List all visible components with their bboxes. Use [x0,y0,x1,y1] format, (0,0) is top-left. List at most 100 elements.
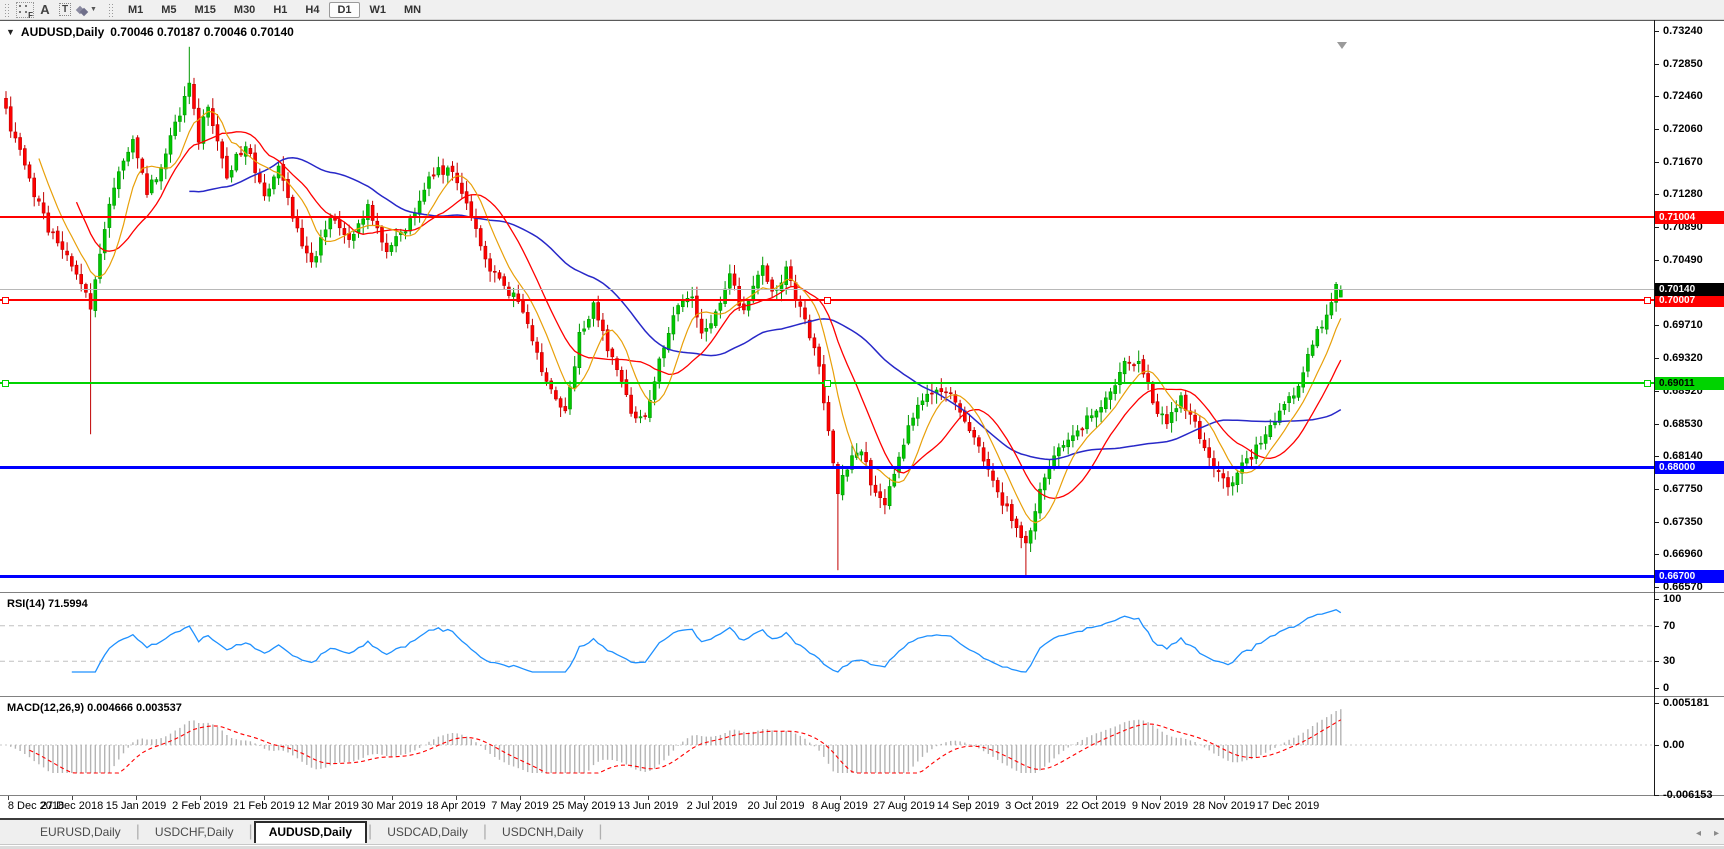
date-label: 2 Jul 2019 [686,800,738,812]
current-price-line [0,289,1654,290]
tab-scroll-left-icon[interactable]: ◂ [1696,828,1702,839]
date-label: 27 Aug 2019 [873,800,935,812]
chart-symbol: AUDUSD,Daily [20,25,105,39]
price-axis-label: 0.69320 [1663,352,1703,364]
rsi-axis-label: 70 [1663,620,1676,632]
date-tick [200,796,201,800]
chart-shift-marker[interactable] [1336,42,1347,49]
horizontal-line-0.68000[interactable] [0,466,1654,469]
line-handle[interactable] [2,297,9,304]
rsi-macd-separator[interactable] [0,696,1724,697]
date-label: 27 Dec 2018 [40,800,104,812]
price-axis-label: 0.70890 [1663,221,1703,233]
date-tick [904,796,905,800]
price-rsi-separator[interactable] [0,592,1724,593]
price-axis-label: 0.72060 [1663,123,1703,135]
price-axis-tick [1654,64,1659,65]
price-axis-tick [1654,194,1659,195]
macd-indicator-chart [0,709,1654,774]
date-tick [520,796,521,800]
date-tick [1224,796,1225,800]
text-tool-icon[interactable]: A [40,2,50,17]
horizontal-line-0.71004[interactable] [0,216,1654,218]
date-tick [968,796,969,800]
price-axis-tick [1654,554,1659,555]
timeframe-button-m30[interactable]: M30 [233,3,256,16]
timeframe-button-d1[interactable]: D1 [329,1,360,18]
rsi-axis-label: 30 [1663,655,1676,667]
date-tick [264,796,265,800]
price-axis-tick [1654,96,1659,97]
price-axis-line [1654,20,1655,796]
line-handle[interactable] [2,380,9,387]
price-axis-tick [1654,358,1659,359]
date-tick [8,796,9,800]
chart-window: ▼ AUDUSD,Daily 0.70046 0.70187 0.70046 0… [0,20,1724,818]
date-label: 13 Jun 2019 [617,800,679,812]
timeframe-button-mn[interactable]: MN [404,3,422,16]
date-label: 7 May 2019 [491,800,549,812]
date-label: 9 Nov 2019 [1131,800,1189,812]
date-label: 15 Jan 2019 [105,800,167,812]
timeframe-button-w1[interactable]: W1 [369,3,387,16]
macd-axis-tick [1654,745,1659,746]
price-axis-tick [1654,227,1659,228]
price-axis-tick [1654,489,1659,490]
price-axis-tick [1654,456,1659,457]
tab-eurusd[interactable]: EURUSD,Daily [40,825,121,839]
price-badge-0.70007: 0.70007 [1655,294,1724,307]
timeframe-button-m1[interactable]: M1 [127,3,144,16]
horizontal-line-0.66700[interactable] [0,575,1654,578]
toolbar-grip-2[interactable] [107,2,115,17]
date-tick [456,796,457,800]
window-bottom-border [0,818,1724,820]
price-axis-label: 0.68530 [1663,418,1703,430]
line-handle[interactable] [1644,297,1651,304]
date-label: 2 Feb 2019 [172,800,228,812]
date-label: 21 Feb 2019 [233,800,295,812]
price-badge-0.66700: 0.66700 [1655,570,1724,583]
tab-usdcad[interactable]: USDCAD,Daily [387,825,468,839]
price-axis-label: 0.72460 [1663,90,1703,102]
tab-audusd[interactable]: AUDUSD,Daily [253,821,368,843]
rsi-label: RSI(14) 71.5994 [7,598,88,610]
date-tick [712,796,713,800]
chart-top-border [0,20,1724,21]
macd-axis-tick [1654,703,1659,704]
rsi-axis-tick [1654,688,1659,689]
date-tick [1032,796,1033,800]
date-label: 20 Jul 2019 [747,800,805,812]
tab-separator: | [368,823,373,840]
timeframe-button-m15[interactable]: M15 [194,3,216,16]
tab-scroll-right-icon[interactable]: ▸ [1714,828,1720,839]
fibonacci-tool-icon[interactable]: F [16,1,34,20]
timeframe-button-m5[interactable]: M5 [161,3,177,16]
date-label: 8 Dec 2018 [7,800,65,812]
toolbar-grip[interactable] [4,2,11,17]
chart-ohlc-values: 0.70046 0.70187 0.70046 0.70140 [110,25,294,39]
shapes-icon-2 [79,7,89,17]
tab-separator: | [248,823,253,840]
price-axis-tick [1654,129,1659,130]
line-handle[interactable] [1644,380,1651,387]
price-axis-tick [1654,391,1659,392]
line-handle[interactable] [824,380,831,387]
tab-usdchf[interactable]: USDCHF,Daily [154,825,234,839]
date-label: 25 May 2019 [552,800,616,812]
toolbar: F A T ▼ M1 M5 M15 M30 H1 H4 D1 W1 MN [0,0,1724,20]
timeframe-button-h1[interactable]: H1 [273,3,288,16]
label-tool-icon[interactable]: T [56,2,74,18]
fibonacci-icon: F [16,1,34,20]
date-tick [1288,796,1289,800]
price-axis-label: 0.68140 [1663,450,1703,462]
candlestick-chart [4,46,1343,576]
collapse-triangle-icon[interactable]: ▼ [6,27,15,37]
timeframe-button-h4[interactable]: H4 [305,3,320,16]
price-axis-label: 0.67350 [1663,516,1703,528]
date-tick [392,796,393,800]
tab-usdcnh[interactable]: USDCNH,Daily [502,825,584,839]
date-tick [840,796,841,800]
line-handle[interactable] [824,297,831,304]
shapes-tool-icon[interactable]: ▼ [75,2,97,18]
chevron-down-icon[interactable]: ▼ [90,6,97,13]
